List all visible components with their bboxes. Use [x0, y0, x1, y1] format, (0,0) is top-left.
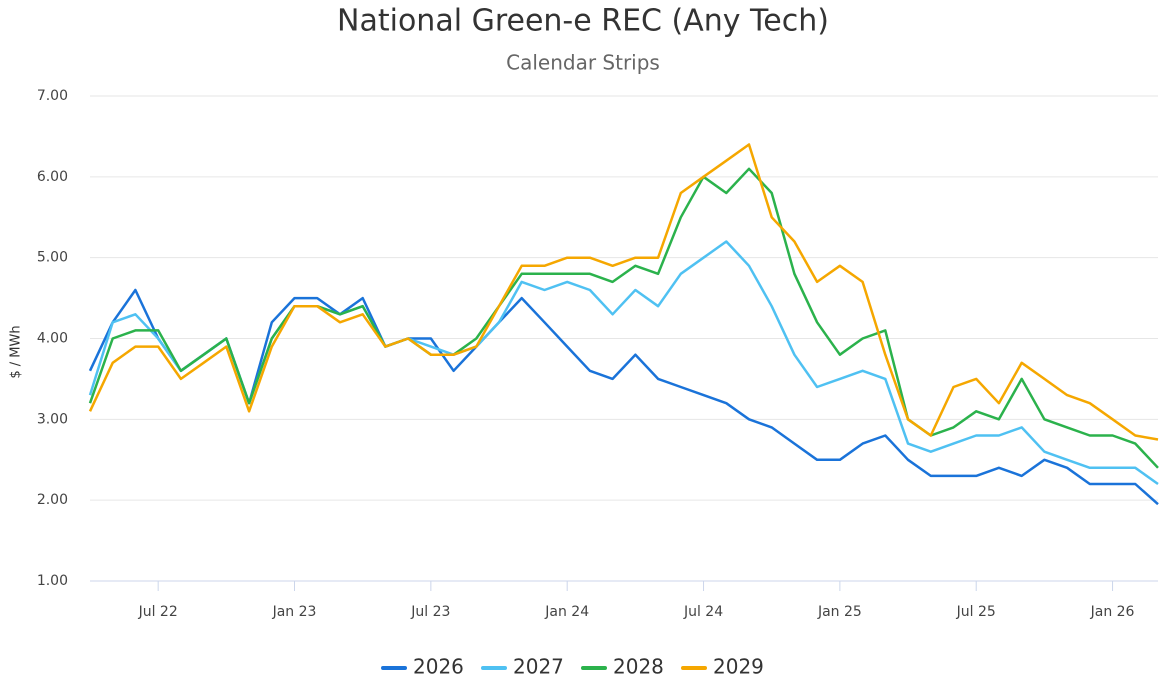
- legend-label[interactable]: 2027: [513, 655, 564, 679]
- x-tick-label: Jul 24: [683, 604, 723, 620]
- chart-subtitle: Calendar Strips: [506, 51, 660, 75]
- y-tick-label: 5.00: [37, 250, 68, 266]
- x-tick-label: Jul 23: [410, 604, 450, 620]
- legend-label[interactable]: 2026: [413, 655, 464, 679]
- y-axis-label: $ / MWh: [9, 325, 24, 378]
- y-tick-label: 2.00: [37, 492, 68, 508]
- y-tick-label: 1.00: [37, 573, 68, 589]
- series-line: [88, 288, 1159, 506]
- x-tick-label: Jan 23: [272, 604, 317, 620]
- x-tick-label: Jul 25: [956, 604, 996, 620]
- series-line: [88, 143, 1159, 441]
- x-tick-label: Jan 24: [544, 604, 589, 620]
- y-tick-label: 3.00: [37, 411, 68, 427]
- series-line: [88, 240, 1159, 486]
- y-tick-label: 4.00: [37, 331, 68, 347]
- x-tick-label: Jan 26: [1090, 604, 1135, 620]
- chart-title: National Green-e REC (Any Tech): [337, 4, 829, 39]
- legend-label[interactable]: 2029: [713, 655, 764, 679]
- y-tick-label: 7.00: [37, 88, 68, 104]
- series-line: [88, 167, 1159, 469]
- y-tick-label: 6.00: [37, 169, 68, 185]
- legend-label[interactable]: 2028: [613, 655, 664, 679]
- x-tick-label: Jul 22: [138, 604, 178, 620]
- x-tick-label: Jan 25: [817, 604, 862, 620]
